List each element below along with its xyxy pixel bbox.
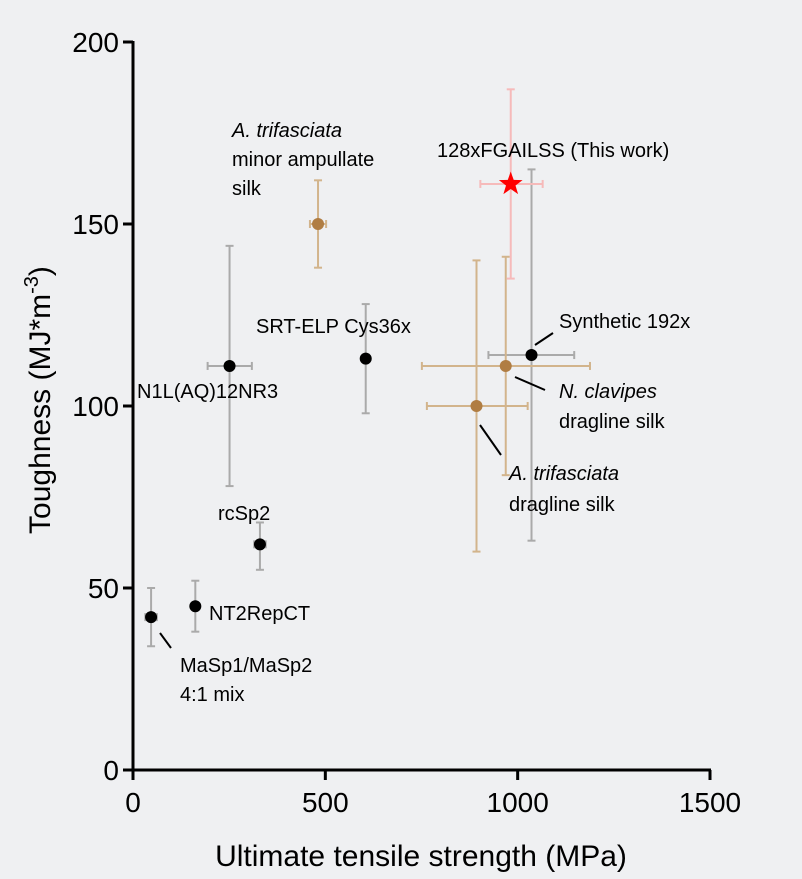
data-point	[253, 538, 266, 551]
y-tick-label: 150	[72, 209, 119, 240]
x-tick-label: 500	[302, 787, 349, 818]
y-axis-title-close: )	[24, 266, 57, 276]
data-points: MaSp1/MaSp2 4:1 mix NT2RepCT rcSp2 N1L(AQ)12…	[137, 88, 690, 706]
data-point	[470, 400, 483, 412]
data-point	[359, 352, 372, 365]
point-label: rcSp2	[218, 503, 270, 525]
y-axis-title-main: Toughness (MJ*m	[24, 294, 57, 534]
y-axis-title: Toughness (MJ*m-3)	[21, 266, 57, 534]
y-tick-label: 50	[88, 573, 119, 604]
point-label: A. trifasciata	[231, 120, 342, 142]
axes: 0 50 100 150 200 0 500 1000 1500	[72, 27, 741, 818]
data-point	[525, 349, 538, 362]
data-point	[189, 600, 202, 613]
point-label: silk	[232, 178, 262, 200]
x-tick-label: 1500	[679, 787, 741, 818]
point-label: minor ampullate	[232, 149, 374, 171]
point-label: dragline silk	[509, 494, 616, 516]
point-label: MaSp1/MaSp2	[180, 655, 312, 677]
point-label: A. trifasciata	[508, 463, 619, 485]
y-tick-label: 200	[72, 27, 119, 58]
point-label: 4:1 mix	[180, 684, 244, 706]
data-point	[312, 218, 325, 230]
data-point	[499, 359, 512, 372]
leader-line	[159, 632, 172, 649]
point-label: dragline silk	[559, 411, 666, 433]
x-tick-label: 0	[125, 787, 141, 818]
data-point-star	[498, 171, 523, 195]
point-label: N. clavipes	[559, 381, 657, 403]
point-label: SRT-ELP Cys36x	[256, 316, 411, 338]
data-point	[223, 359, 236, 372]
point-label: N1L(AQ)12NR3	[137, 381, 278, 403]
x-tick-label: 1000	[487, 787, 549, 818]
y-tick-label: 0	[103, 755, 119, 786]
leader-line	[534, 332, 554, 346]
x-axis-title: Ultimate tensile strength (MPa)	[215, 840, 627, 873]
point-label: 128xFGAILSS (This work)	[437, 140, 669, 162]
leader-line	[479, 424, 502, 456]
point-label: NT2RepCT	[209, 603, 310, 625]
y-axis-title-sup: -3	[21, 276, 43, 294]
leader-line	[514, 376, 546, 391]
y-tick-label: 100	[72, 391, 119, 422]
data-point	[145, 611, 158, 624]
point-label: Synthetic 192x	[559, 311, 690, 333]
